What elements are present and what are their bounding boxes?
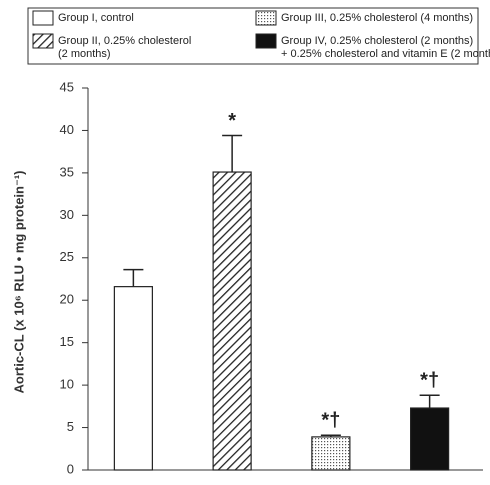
significance-mark: *	[228, 110, 236, 132]
legend-label: (2 months)	[58, 48, 111, 60]
bar	[113, 286, 153, 471]
bar	[410, 407, 450, 471]
bar	[311, 436, 351, 471]
legend-label: + 0.25% cholesterol and vitamin E (2 mon…	[281, 48, 490, 60]
y-tick-label: 0	[67, 461, 74, 476]
y-tick-label: 5	[67, 419, 74, 434]
significance-mark: *†	[321, 409, 340, 431]
y-tick-label: 45	[60, 79, 74, 94]
legend-label: Group III, 0.25% cholesterol (4 months)	[281, 12, 473, 24]
y-tick-label: 40	[60, 122, 74, 137]
significance-mark: *†	[420, 370, 439, 392]
y-tick-label: 20	[60, 292, 74, 307]
legend-swatch	[32, 10, 54, 26]
y-tick-label: 30	[60, 207, 74, 222]
y-axis-title: Aortic-CL (x 10⁶ RLU • mg protein⁻¹)	[11, 171, 26, 394]
legend-swatch	[255, 10, 277, 26]
bar	[212, 171, 252, 471]
legend-swatch	[32, 33, 54, 49]
legend-label: Group I, control	[58, 12, 134, 24]
y-tick-label: 25	[60, 249, 74, 264]
legend-label: Group II, 0.25% cholesterol	[58, 35, 191, 47]
y-tick-label: 10	[60, 377, 74, 392]
legend-swatch	[255, 33, 277, 49]
y-tick-label: 15	[60, 334, 74, 349]
y-tick-label: 35	[60, 164, 74, 179]
legend-box	[27, 7, 479, 65]
legend-label: Group IV, 0.25% cholesterol (2 months)	[281, 35, 473, 47]
